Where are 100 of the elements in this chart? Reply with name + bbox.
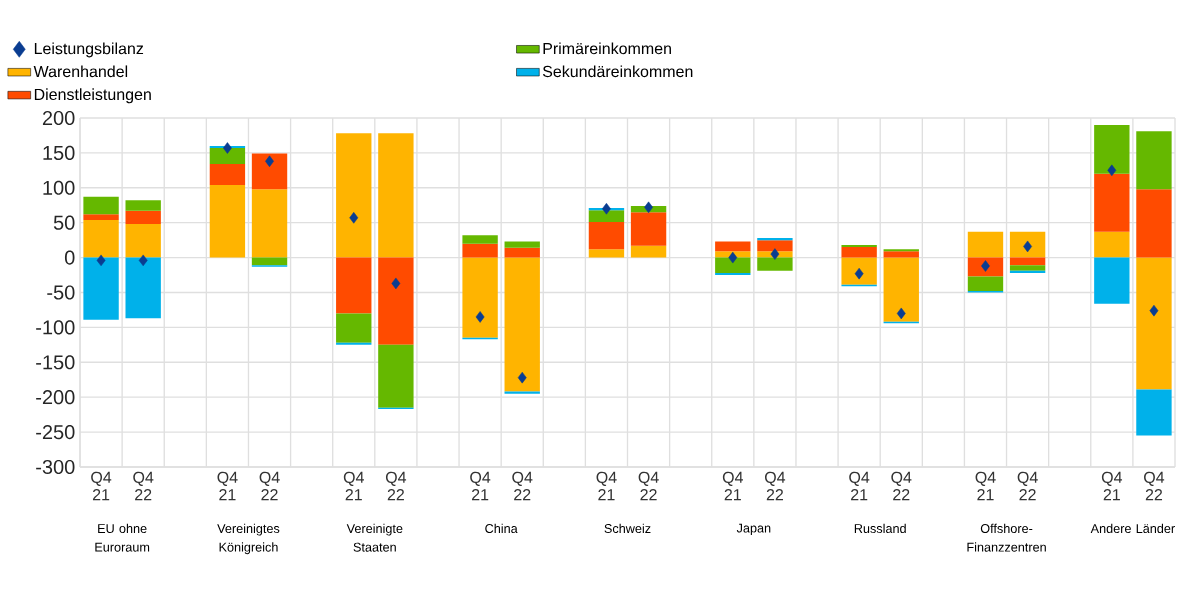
- bar: [462, 243, 498, 258]
- point: [96, 254, 106, 267]
- point: [728, 251, 738, 264]
- x-tick-label: Q4 21: [217, 471, 238, 501]
- bar: [504, 241, 540, 248]
- bar: [967, 276, 1004, 292]
- bar: [209, 164, 246, 185]
- legend-label: Leistungsbilanz: [34, 42, 144, 58]
- bar: [378, 344, 414, 408]
- point: [223, 142, 232, 154]
- x-tick-label: Q4 22: [891, 471, 912, 501]
- bar: [1136, 389, 1172, 436]
- point: [770, 248, 780, 260]
- bar: [715, 241, 751, 252]
- x-tick-label: Q4 21: [722, 471, 743, 501]
- y-tick-label: 50: [53, 215, 75, 230]
- x-tick-label: Q4 22: [385, 471, 407, 501]
- bar: [757, 240, 793, 252]
- text: Offshore-Finanzzentren: [967, 523, 1046, 552]
- bar: [630, 245, 667, 258]
- bar: [1136, 131, 1172, 190]
- bar: [1136, 257, 1172, 390]
- point: [349, 212, 359, 224]
- x-tick-label: Q4 22: [764, 471, 786, 501]
- bar: [336, 133, 372, 258]
- legend-label: Dienstleistungen: [34, 88, 151, 104]
- bar: [251, 189, 288, 258]
- y-tick-label: -100: [36, 320, 75, 335]
- bar: [336, 342, 372, 345]
- x-tick-label: Q4 21: [1101, 471, 1123, 501]
- y-tick-label: -250: [36, 425, 75, 440]
- x-tick-label: Q4 22: [133, 471, 154, 501]
- x-tick-label: Q4 21: [470, 471, 491, 501]
- text: China: [485, 523, 518, 533]
- point: [981, 260, 990, 272]
- bar: [125, 210, 161, 225]
- bar: [883, 257, 919, 322]
- bar: [125, 257, 161, 319]
- text: Schweiz: [604, 523, 651, 533]
- point: [1149, 304, 1159, 317]
- point: [517, 371, 527, 384]
- bar: [967, 231, 1004, 258]
- bar: [209, 185, 246, 258]
- x-tick-label: Q4 22: [1017, 471, 1038, 501]
- y-tick-label: 200: [42, 110, 75, 126]
- bar: [1136, 189, 1172, 258]
- bar: [588, 249, 625, 258]
- text: Vereinigte Staaten: [346, 523, 403, 552]
- bar: [462, 257, 498, 338]
- bar: [883, 249, 919, 252]
- legend-label: Warenhandel: [33, 65, 128, 78]
- bar: [1094, 257, 1130, 304]
- point: [138, 254, 148, 267]
- y-tick-label: -300: [36, 459, 75, 475]
- bar: [1009, 257, 1046, 266]
- bar: [841, 245, 877, 248]
- bar: [1009, 231, 1046, 258]
- text: EU ohne Euroraum: [95, 523, 150, 552]
- y-tick-label: -50: [47, 285, 75, 300]
- y-tick-label: 0: [64, 250, 75, 265]
- bar: [125, 224, 161, 258]
- bar: [715, 272, 751, 276]
- x-tick-label: Q4 21: [91, 471, 112, 501]
- x-tick-label: Q4 21: [849, 471, 870, 501]
- bar: [757, 238, 793, 241]
- y-tick-label: 100: [43, 180, 75, 195]
- bar: [630, 212, 667, 246]
- bar: [251, 153, 288, 190]
- bar: [378, 133, 414, 258]
- legend-label: Sekundäreinkommen: [542, 65, 693, 78]
- bar: [251, 257, 288, 266]
- bar: [841, 257, 877, 285]
- bar: [83, 219, 119, 258]
- bar: [715, 257, 751, 273]
- bar: [504, 257, 540, 392]
- bar: [757, 257, 793, 271]
- text: Andere Länder: [1090, 523, 1175, 533]
- bar: [1094, 231, 1130, 258]
- x-tick-label: Q4 22: [259, 471, 280, 501]
- bar: [83, 196, 119, 215]
- x-tick-label: Q4 21: [596, 471, 617, 501]
- bar: [1094, 124, 1130, 174]
- bar: [1009, 265, 1046, 271]
- bar: [504, 391, 540, 394]
- bar: [378, 257, 414, 345]
- point: [854, 267, 864, 280]
- bar: [588, 221, 625, 250]
- x-tick-label: Q4 21: [975, 471, 996, 501]
- bar: [504, 247, 540, 258]
- bar: [83, 257, 119, 320]
- x-tick-label: Q4 22: [638, 471, 659, 501]
- point: [896, 307, 906, 320]
- bar: [462, 235, 498, 244]
- bar: [336, 257, 372, 314]
- point: [391, 277, 401, 290]
- point: [1107, 164, 1117, 177]
- legend-label: Primäreinkommen: [543, 42, 671, 55]
- y-tick-label: -150: [36, 355, 75, 370]
- bar: [1009, 270, 1046, 273]
- x-tick-label: Q4 22: [1144, 471, 1165, 501]
